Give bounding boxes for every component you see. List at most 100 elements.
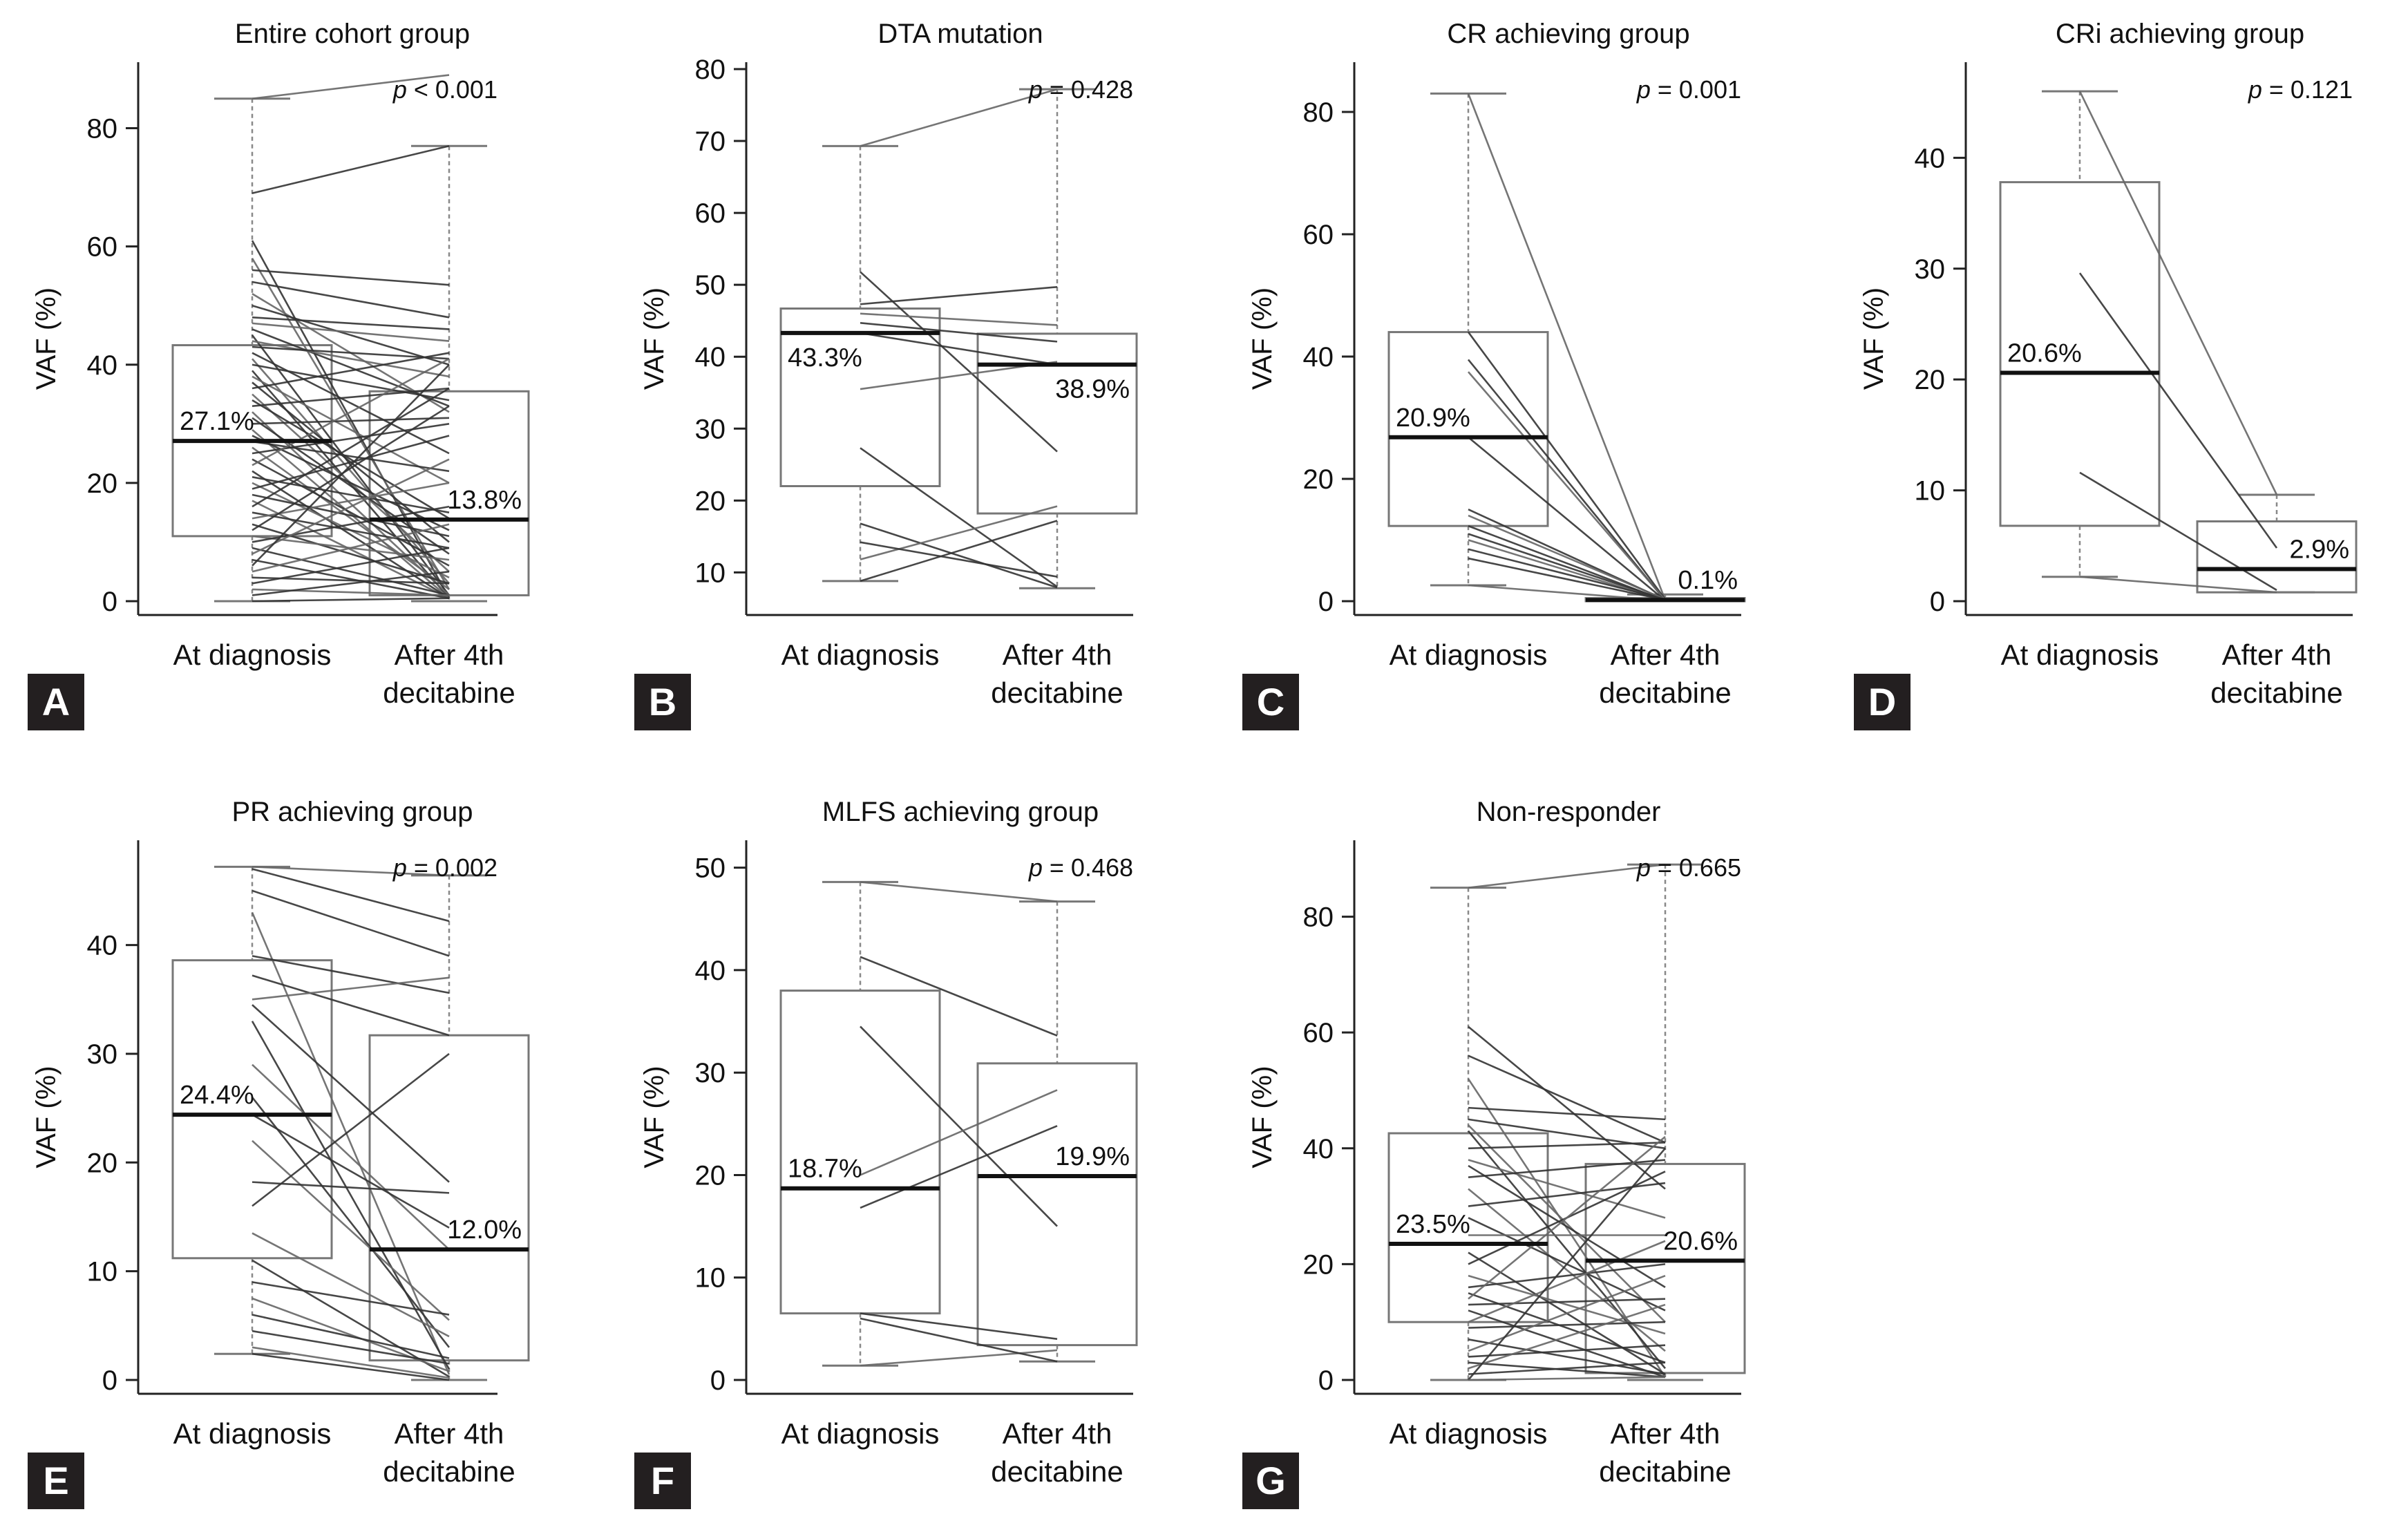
pair-line <box>252 358 450 466</box>
panel-f: MLFS achieving group 0 10 20 30 40 50 VAF (%) At… <box>634 797 1138 1509</box>
pair-line <box>252 974 450 1037</box>
y-tick-label: 40 <box>87 350 118 381</box>
pair-line <box>252 493 450 538</box>
pair-line <box>2078 272 2278 549</box>
y-axis-label: VAF (%) <box>639 1066 670 1168</box>
pair-line <box>251 1097 451 1348</box>
pair-line <box>252 1232 450 1338</box>
median-label: 12.0% <box>447 1215 522 1245</box>
y-tick-label: 0 <box>1930 587 1945 617</box>
pair-line <box>251 240 451 599</box>
pair-line <box>860 88 1058 147</box>
panel-badge <box>1242 674 1299 730</box>
y-axis-label: VAF (%) <box>639 287 670 390</box>
pair-line <box>1468 557 1666 601</box>
pair-line <box>1468 1124 1666 1323</box>
panel-badge-label: A <box>42 680 70 723</box>
pair-line <box>252 1281 450 1316</box>
pair-line <box>2079 576 2277 594</box>
panel-title: DTA mutation <box>878 19 1043 49</box>
panel-a: Entire cohort group 0 20 40 60 80 VAF (%) At di… <box>28 19 530 730</box>
panel-badge <box>634 674 691 730</box>
y-tick-label: 70 <box>695 126 726 157</box>
pair-line <box>252 866 450 877</box>
pair-line <box>1468 548 1666 600</box>
y-tick-label: 10 <box>695 1263 726 1294</box>
panel-badge <box>28 1453 84 1509</box>
pair-line <box>1468 436 1666 602</box>
pair-line <box>1468 1164 1666 1289</box>
y-tick-label: 80 <box>1303 97 1334 128</box>
y-tick-label: 60 <box>1303 1018 1334 1048</box>
pair-line <box>252 328 450 407</box>
pair-line <box>860 1317 1058 1363</box>
pair-line <box>252 558 450 599</box>
median-label: 43.3% <box>788 343 862 372</box>
pair-line <box>1468 1344 1666 1358</box>
pair-line <box>252 363 450 567</box>
y-axis-label: VAF (%) <box>31 287 61 390</box>
box-iqr <box>779 308 941 488</box>
x-tick-label: At diagnosis <box>1390 1417 1548 1450</box>
x-tick-label: decitabine <box>383 1455 515 1488</box>
pair-line <box>252 375 450 484</box>
pair-line <box>1467 93 1667 600</box>
pair-line <box>252 1052 450 1207</box>
panel-badge-label: C <box>1257 680 1284 723</box>
pair-line <box>252 74 450 100</box>
pair-line <box>860 522 1058 589</box>
box-iqr <box>976 332 1138 515</box>
pair-line <box>252 144 450 194</box>
pair-line <box>1468 1338 1666 1375</box>
y-axis-label: VAF (%) <box>1859 287 1889 390</box>
pair-line <box>251 1021 451 1370</box>
pair-line <box>1468 1106 1666 1121</box>
panel-badge-label: E <box>43 1459 68 1502</box>
x-tick-label: After 4th <box>395 638 504 671</box>
pair-line <box>1468 1240 1666 1323</box>
pair-line <box>252 470 450 599</box>
pair-line <box>860 520 1058 583</box>
pair-line <box>2078 91 2278 495</box>
pair-line <box>860 312 1058 326</box>
pair-line <box>252 1139 450 1321</box>
pair-line <box>252 889 450 957</box>
median-label: 20.6% <box>1663 1227 1738 1256</box>
x-tick-label: At diagnosis <box>781 1417 940 1450</box>
pair-line <box>1468 1263 1666 1289</box>
y-axis-label: VAF (%) <box>1247 287 1278 390</box>
pair-line <box>252 352 450 390</box>
pair-line <box>252 1181 450 1194</box>
pair-line <box>1468 1361 1666 1379</box>
pair-line <box>252 868 450 923</box>
box-iqr <box>976 1062 1138 1347</box>
pair-line <box>252 955 450 994</box>
p-value: p = 0.468 <box>1028 853 1133 882</box>
pair-line <box>1468 1274 1666 1352</box>
panel-badge <box>634 1453 691 1509</box>
pair-line <box>252 576 450 585</box>
pair-line <box>1467 331 1667 600</box>
pair-line <box>252 304 450 366</box>
pair-line <box>252 1314 450 1359</box>
pair-line <box>1468 1142 1666 1150</box>
panel-badge-label: F <box>651 1459 674 1502</box>
y-tick-label: 20 <box>695 486 726 516</box>
median-label: 27.1% <box>180 407 254 436</box>
pair-line <box>252 1346 450 1379</box>
pair-line <box>252 281 450 319</box>
pair-line <box>1468 863 1666 889</box>
box-iqr <box>171 959 333 1260</box>
panel-badge-label: D <box>1868 680 1896 723</box>
pair-line <box>1468 1054 1666 1144</box>
x-tick-label: At diagnosis <box>2001 638 2159 671</box>
p-value: p = 0.428 <box>1028 75 1133 104</box>
pair-line <box>1468 1361 1666 1375</box>
panel-badge <box>28 674 84 730</box>
p-value: p = 0.002 <box>392 853 497 882</box>
pair-line <box>1467 1078 1667 1378</box>
y-tick-label: 20 <box>87 469 118 499</box>
pair-line <box>252 1352 450 1381</box>
x-tick-label: After 4th <box>1611 1417 1720 1450</box>
